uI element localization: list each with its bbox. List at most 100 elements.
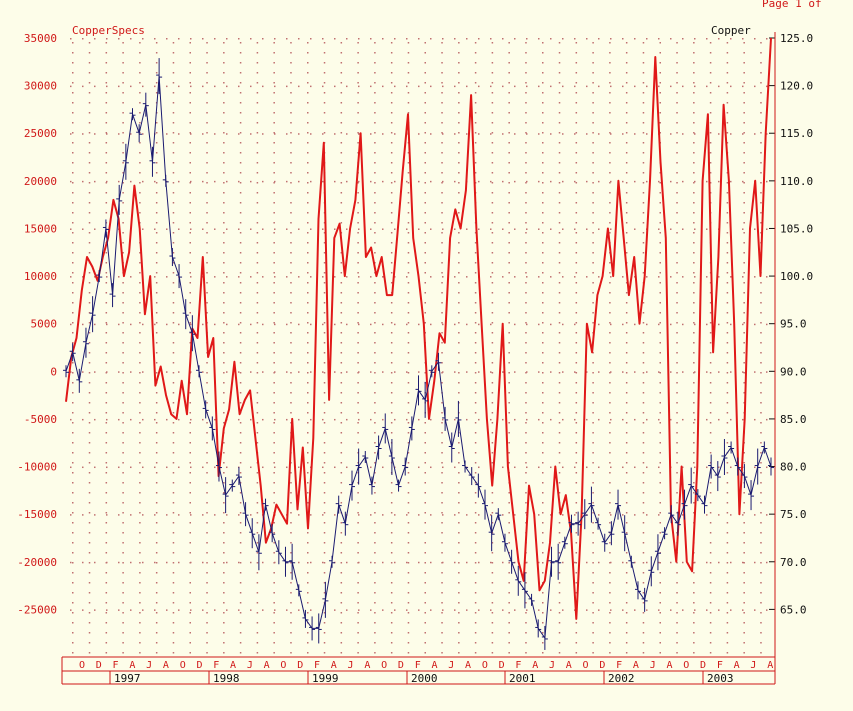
grid-dot xyxy=(307,272,309,274)
grid-dot xyxy=(88,442,91,444)
grid-dot xyxy=(592,102,594,104)
grid-dot xyxy=(346,371,348,373)
grid-dot xyxy=(340,522,343,524)
grid-dot xyxy=(139,182,141,184)
grid-dot xyxy=(670,418,672,421)
grid-dot xyxy=(172,252,175,254)
grid-dot xyxy=(189,112,191,114)
grid-dot xyxy=(642,272,645,274)
grid-dot xyxy=(239,322,242,324)
grid-dot xyxy=(154,228,156,230)
grid-dot xyxy=(676,562,678,564)
grid-dot xyxy=(346,276,348,278)
grid-dot xyxy=(709,472,712,474)
grid-dot xyxy=(346,466,348,469)
grid-dot xyxy=(223,402,225,404)
right-tick-label: 70.0 xyxy=(780,556,807,569)
grid-dot xyxy=(525,242,527,244)
grid-dot xyxy=(357,632,359,634)
grid-dot xyxy=(418,514,420,516)
grid-dot xyxy=(490,38,492,40)
grid-dot xyxy=(491,182,494,184)
grid-dot xyxy=(310,418,312,421)
grid-dot xyxy=(609,222,611,224)
grid-dot xyxy=(474,652,477,654)
grid-dot xyxy=(642,642,645,644)
grid-dot xyxy=(754,418,756,421)
grid-dot xyxy=(766,85,768,88)
grid-dot xyxy=(142,38,144,40)
grid-dot xyxy=(357,542,359,544)
left-tick-label: 0 xyxy=(50,365,57,378)
grid-dot xyxy=(575,332,578,334)
grid-dot xyxy=(634,133,636,135)
grid-dot xyxy=(155,322,158,324)
grid-dot xyxy=(105,642,108,644)
grid-dot xyxy=(239,172,242,174)
grid-dot xyxy=(172,412,175,414)
grid-dot xyxy=(273,182,275,184)
grid-dot xyxy=(357,432,359,434)
grid-dot xyxy=(382,85,384,88)
grid-dot xyxy=(726,542,729,544)
grid-dot xyxy=(256,192,259,194)
left-tick-label: 30000 xyxy=(24,80,57,93)
grid-dot xyxy=(726,342,729,344)
grid-dot xyxy=(334,466,336,469)
grid-dot xyxy=(709,52,712,54)
grid-dot xyxy=(357,532,359,534)
grid-dot xyxy=(139,612,141,614)
grid-dot xyxy=(307,412,309,414)
grid-dot xyxy=(491,542,494,544)
grid-dot xyxy=(490,371,492,373)
grid-dot xyxy=(709,182,712,184)
grid-dot xyxy=(508,212,510,214)
grid-dot xyxy=(82,371,84,373)
grid-dot xyxy=(72,492,74,494)
grid-dot xyxy=(358,38,360,40)
grid-dot xyxy=(206,142,208,144)
grid-dot xyxy=(226,133,228,135)
grid-dot xyxy=(390,552,393,554)
grid-dot xyxy=(694,561,696,564)
grid-dot xyxy=(634,323,636,326)
grid-dot xyxy=(709,432,712,434)
grid-dot xyxy=(172,132,175,134)
grid-dot xyxy=(474,452,477,454)
grid-dot xyxy=(726,272,729,274)
grid-dot xyxy=(458,232,460,234)
grid-dot xyxy=(340,192,343,194)
grid-dot xyxy=(334,418,336,421)
grid-dot xyxy=(743,502,745,504)
grid-dot xyxy=(130,418,132,421)
grid-dot xyxy=(441,632,443,634)
grid-dot xyxy=(508,232,510,234)
right-tick-label: 115.0 xyxy=(780,127,813,140)
grid-dot xyxy=(256,392,259,394)
grid-dot xyxy=(676,472,678,474)
grid-dot xyxy=(424,62,426,64)
grid-dot xyxy=(206,452,208,454)
grid-dot xyxy=(323,72,326,74)
grid-dot xyxy=(474,402,477,404)
grid-dot xyxy=(239,482,242,484)
grid-dot xyxy=(458,572,460,574)
grid-dot xyxy=(424,512,426,514)
grid-dot xyxy=(586,371,588,373)
grid-dot xyxy=(142,609,144,611)
grid-dot xyxy=(310,85,312,88)
grid-dot xyxy=(72,502,74,504)
grid-dot xyxy=(323,362,326,364)
grid-dot xyxy=(676,432,678,434)
grid-dot xyxy=(374,372,376,374)
grid-dot xyxy=(474,412,477,414)
grid-dot xyxy=(575,262,578,264)
grid-dot xyxy=(441,432,443,434)
grid-dot xyxy=(743,352,745,354)
grid-dot xyxy=(407,372,410,374)
grid-dot xyxy=(634,514,636,516)
grid-dot xyxy=(642,342,645,344)
grid-dot xyxy=(550,371,552,373)
series-layer xyxy=(63,37,774,650)
grid-dot xyxy=(458,182,460,184)
